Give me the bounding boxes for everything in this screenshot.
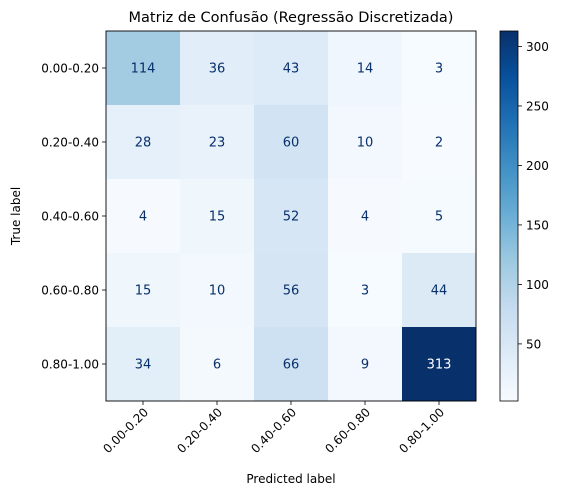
heatmap-cell [402,31,477,106]
cell-value-label: 9 [361,358,369,373]
cell-value-label: 4 [361,210,369,225]
x-tick-label: 0.20-0.40 [174,405,225,456]
heatmap-cell [402,179,477,254]
colorbar-tick-label: 300 [526,40,549,54]
heatmap-cell [402,105,477,180]
cell-value-label: 6 [213,358,221,373]
cell-value-label: 10 [209,284,226,299]
cell-value-label: 34 [135,358,152,373]
x-axis-label: Predicted label [246,472,335,486]
chart-title: Matriz de Confusão (Regressão Discretiza… [129,10,454,26]
colorbar-ticks: 50 100 150 200 250 300 [518,40,549,351]
y-tick-label: 0.80-1.00 [41,358,99,372]
x-tick-label: 0.80-1.00 [396,405,447,456]
colorbar-tick-label: 50 [526,337,541,351]
y-axis-ticks: 0.00-0.20 0.20-0.40 0.40-0.60 0.60-0.80 0.80… [41,62,106,372]
cell-value-label: 60 [283,136,300,151]
heatmap-cell [180,253,255,328]
heatmap-cell [180,179,255,254]
colorbar-tick-label: 250 [526,99,549,113]
heatmap-cell [402,327,477,402]
cell-value-label: 4 [139,210,147,225]
heatmap-cell [328,327,403,402]
y-tick-label: 0.60-0.80 [41,284,99,298]
colorbar [499,30,519,402]
heatmap-cell [106,253,181,328]
y-tick-label: 0.20-0.40 [41,136,99,150]
heatmap-cell [180,105,255,180]
heatmap-cell [328,179,403,254]
heatmap-cell [106,179,181,254]
heatmap-cell [180,31,255,106]
heatmap-cell [402,253,477,328]
cell-value-label: 15 [135,284,152,299]
cell-value-label: 5 [435,210,443,225]
heatmap-cell [254,179,329,254]
cell-value-label: 43 [283,62,300,77]
y-axis-label: True label [9,187,23,246]
y-tick-label: 0.00-0.20 [41,62,99,76]
heatmap-cell [254,31,329,106]
cell-value-label: 3 [435,62,443,77]
x-tick-label: 0.00-0.20 [100,405,151,456]
heatmap-cell [328,105,403,180]
colorbar-tick-label: 200 [526,159,549,173]
heatmap-cell [254,105,329,180]
cell-value-label: 3 [361,284,369,299]
cell-value-label: 56 [283,284,300,299]
cell-value-label: 36 [209,62,226,77]
cell-value-label: 66 [283,358,300,373]
cell-value-label: 44 [431,284,448,299]
heatmap-cells [106,31,477,402]
cell-value-label: 114 [131,62,156,77]
cell-value-label: 52 [283,210,300,225]
heatmap-cell [106,327,181,402]
cell-value-label: 15 [209,210,226,225]
heatmap-cell [254,253,329,328]
cell-value-label: 23 [209,136,226,151]
heatmap-cell [254,327,329,402]
cell-value-label: 28 [135,136,152,151]
x-tick-label: 0.40-0.60 [248,405,299,456]
colorbar-tick-label: 150 [526,218,549,232]
heatmap-cell [180,327,255,402]
heatmap-cell [328,253,403,328]
cell-value-label: 10 [357,136,374,151]
x-axis-ticks: 0.00-0.20 0.20-0.40 0.40-0.60 0.60-0.80 0.80… [100,401,447,456]
cell-value-label: 2 [435,136,443,151]
cell-value-label: 313 [427,358,452,373]
x-tick-label: 0.60-0.80 [322,405,373,456]
y-tick-label: 0.40-0.60 [41,210,99,224]
heatmap-cell [106,31,181,106]
heatmap-cell [106,105,181,180]
cell-value-label: 14 [357,62,374,77]
heatmap-cell [328,31,403,106]
colorbar-tick-label: 100 [526,278,549,292]
